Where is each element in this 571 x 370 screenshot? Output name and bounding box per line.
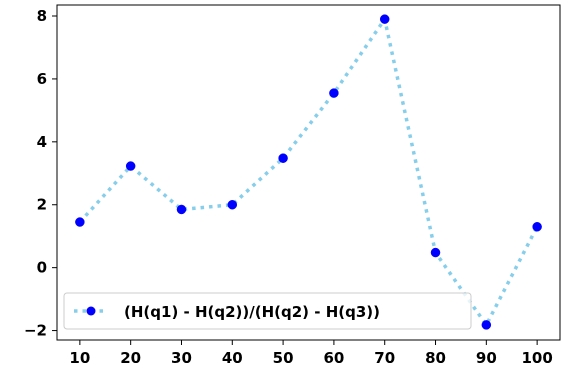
data-point — [227, 199, 238, 210]
data-point — [75, 217, 85, 227]
plot-border — [56, 4, 561, 341]
y-tick-label: 2 — [37, 196, 47, 214]
data-point — [379, 14, 390, 24]
data-point — [329, 88, 339, 98]
data-point — [176, 204, 187, 215]
x-tick-label: 20 — [120, 349, 141, 367]
data-point — [125, 161, 136, 171]
series-line — [78, 14, 539, 329]
x-axis: 10 20 30 40 50 60 70 80 90 100 — [69, 340, 553, 367]
y-tick-label: 4 — [37, 133, 47, 151]
y-axis: −2 0 2 4 6 8 — [24, 7, 57, 340]
data-point — [532, 222, 542, 232]
x-tick-label: 100 — [521, 349, 552, 367]
x-tick-label: 60 — [323, 349, 344, 367]
plot-area — [56, 4, 561, 341]
data-point — [430, 247, 441, 258]
x-tick-label: 80 — [425, 349, 446, 367]
y-tick-label: 6 — [37, 70, 47, 88]
y-tick-label: 8 — [37, 7, 47, 25]
x-tick-label: 40 — [222, 349, 243, 367]
series-layer — [75, 14, 542, 330]
x-tick-label: 70 — [374, 349, 395, 367]
x-tick-label: 30 — [171, 349, 192, 367]
legend: (H(q1) - H(q2))/(H(q2) - H(q3)) — [63, 292, 472, 330]
data-point — [278, 153, 288, 163]
legend-box — [63, 292, 472, 330]
x-tick-label: 10 — [69, 349, 90, 367]
legend-label: (H(q1) - H(q2))/(H(q2) - H(q3)) — [124, 303, 380, 321]
legend-marker-sample — [86, 306, 96, 316]
x-tick-label: 90 — [476, 349, 497, 367]
y-tick-label: −2 — [24, 322, 47, 340]
x-tick-label: 50 — [273, 349, 294, 367]
y-tick-label: 0 — [37, 259, 47, 277]
data-point — [481, 320, 492, 330]
